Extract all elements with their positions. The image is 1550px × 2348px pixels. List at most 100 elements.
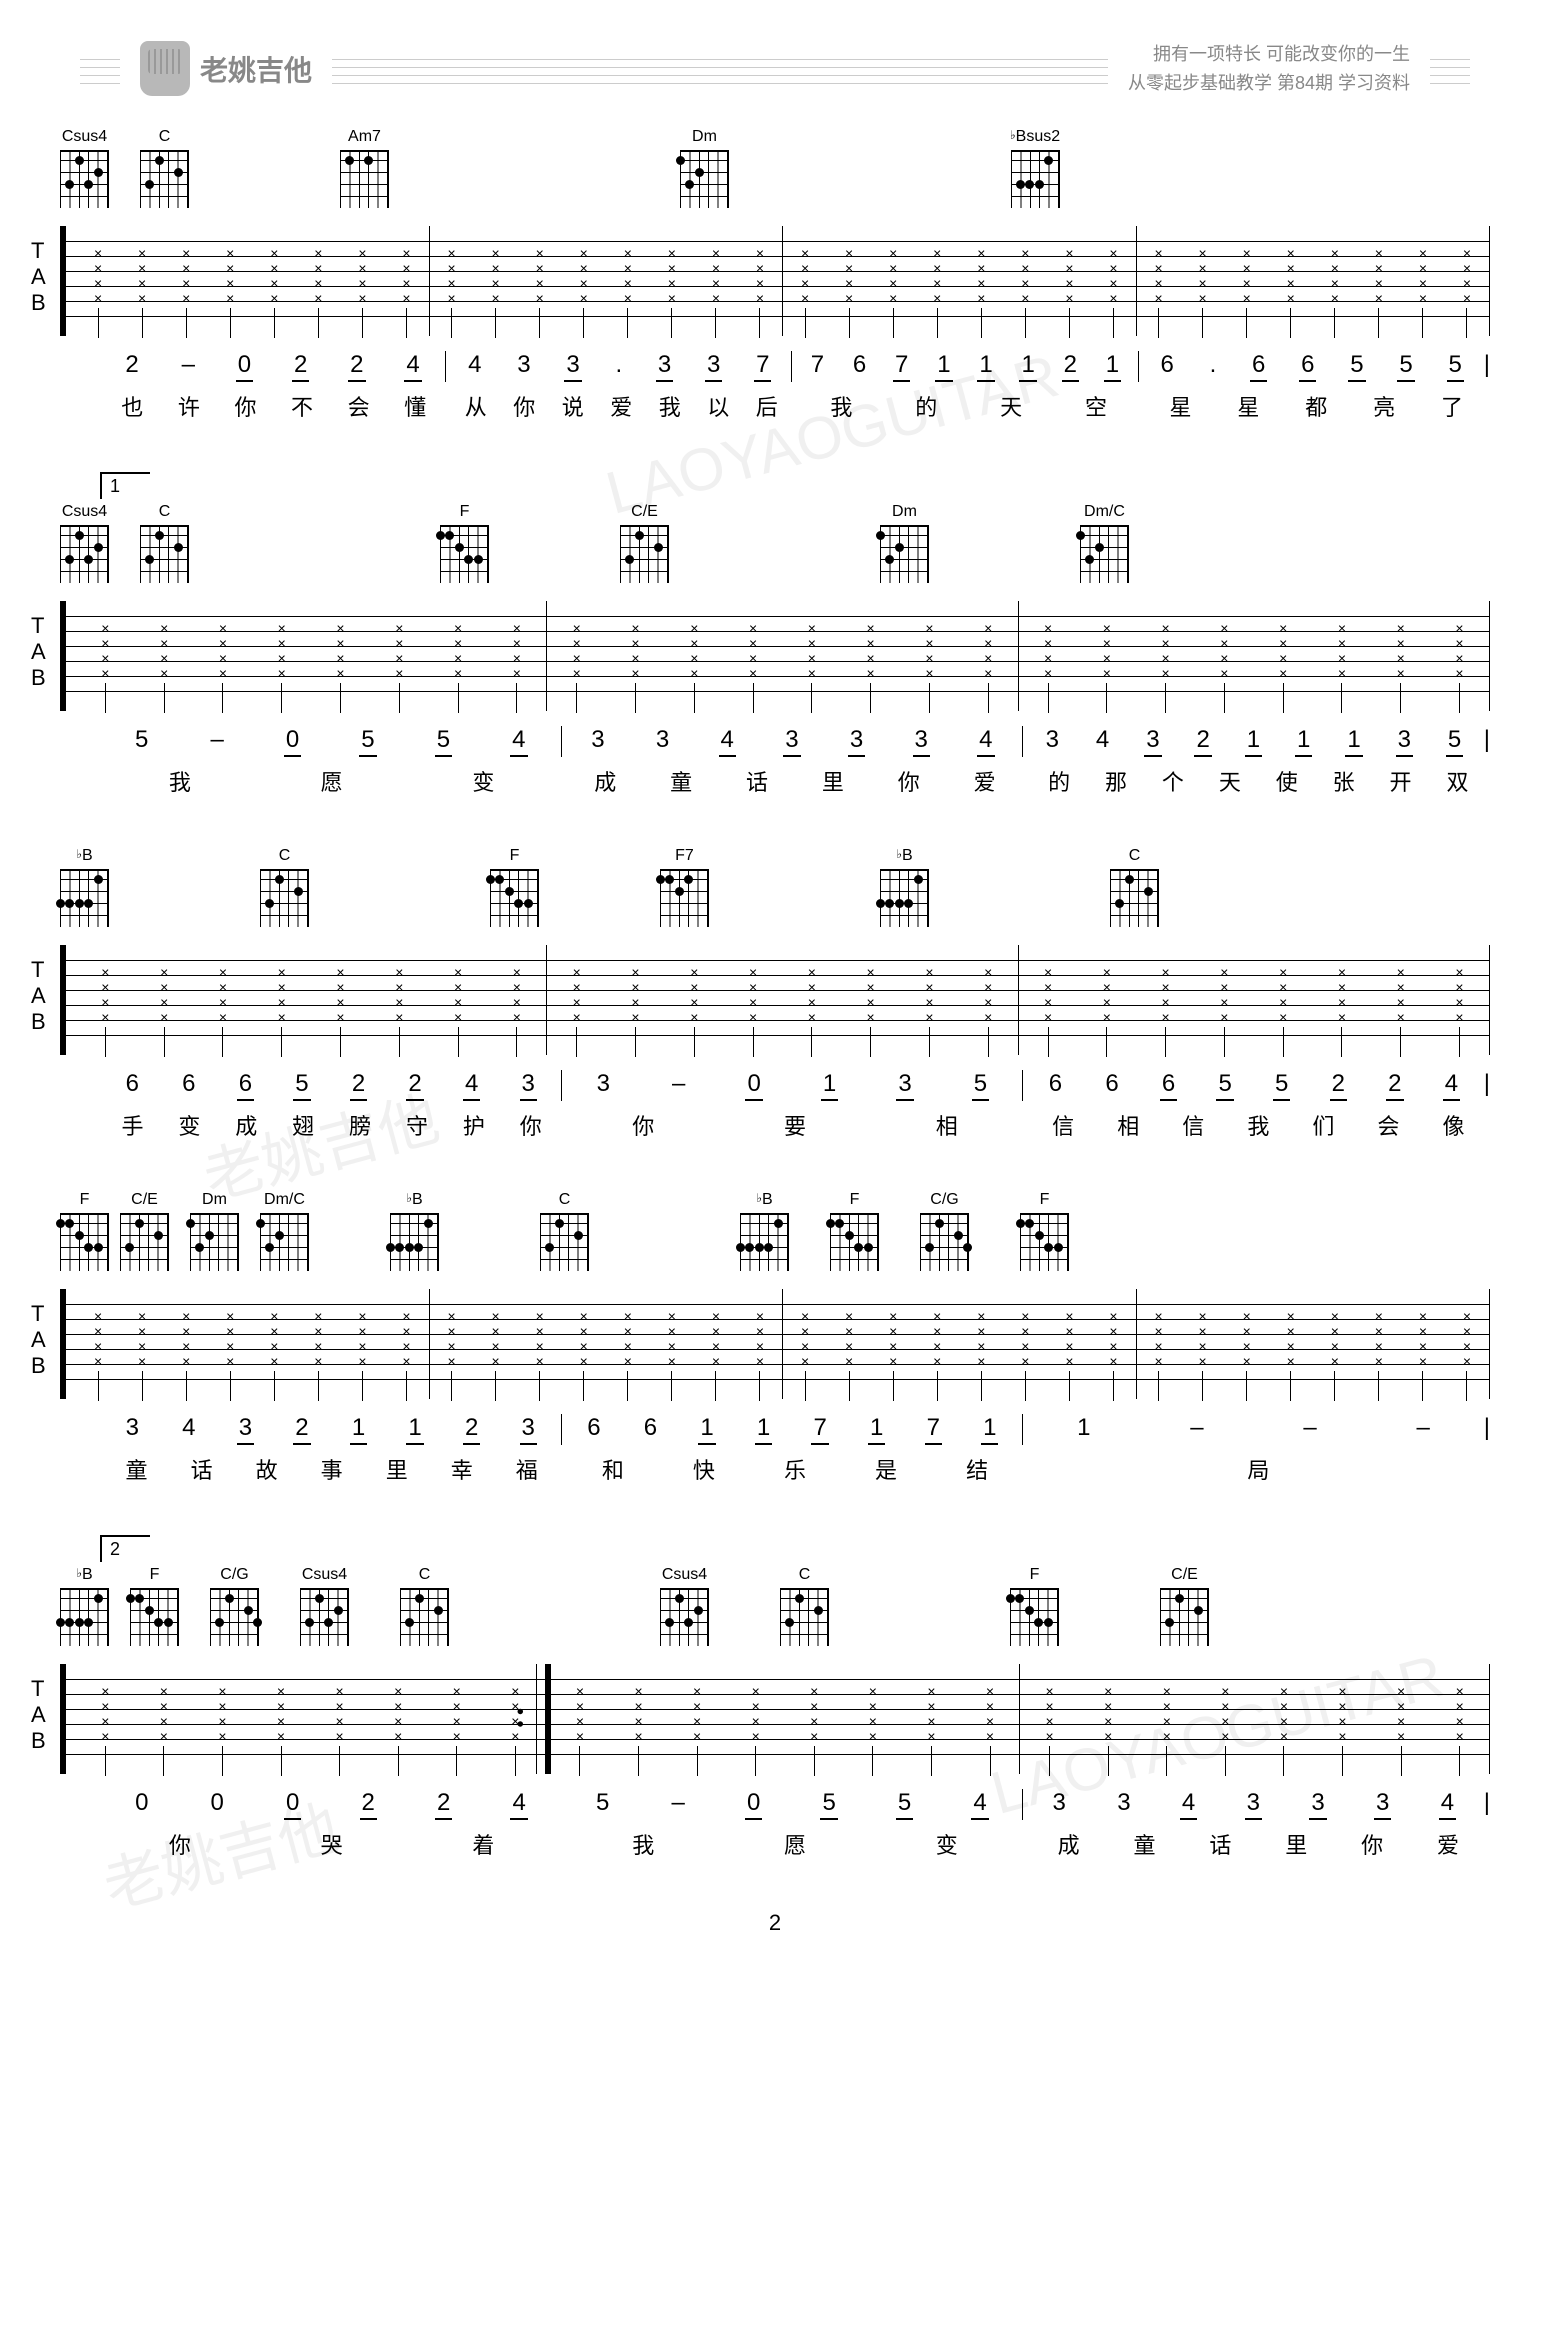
lyric-char: 我 [1245,1109,1271,1141]
jianpu-note: 1 [935,351,952,382]
lyric-char: 话 [744,765,770,797]
jianpu-note: 3 [515,351,532,382]
fretboard-icon [1011,150,1060,208]
fretboard-icon [190,1213,239,1271]
jianpu-note: 6 [1160,1070,1177,1101]
jianpu-note: 3 [1115,1789,1132,1820]
lyric-char: 童 [1131,1828,1157,1860]
tab-staff: TAB×××××××××××××××××××××××××××××××××××××… [60,1289,1490,1399]
chord-name: C [279,847,291,865]
jianpu-note: 2 [360,1789,377,1820]
jianpu-note: 3 [124,1414,141,1445]
lyric-char: 星 [1167,390,1193,422]
jianpu-note: 2 [350,1070,367,1101]
lyric-char: 我 [828,390,854,422]
lyric-char: 开 [1388,765,1414,797]
chord-diagram: F [830,1191,879,1271]
lyric-row: 你哭着我愿变成童话里你爱 [60,1828,1490,1860]
jianpu-note: . [613,351,624,382]
chord-diagram: Am7 [340,128,389,208]
chord-name: Dm/C [1084,503,1125,521]
lyric-char: 爱 [1435,1828,1461,1860]
chord-name: C/G [220,1566,248,1584]
jianpu-note: 1 [755,1414,772,1445]
jianpu-note: 3 [520,1070,537,1101]
lyric-char: 相 [1115,1109,1141,1141]
chord-diagram: C [540,1191,589,1271]
chord-name: ♭Bsus2 [1010,128,1060,146]
jianpu-note: 3 [913,726,930,757]
chord-row: FC/EDmDm/C♭BC♭BFC/GF [60,1191,1490,1281]
chord-name: Dm [892,503,917,521]
chord-name: C/E [1171,1566,1198,1584]
jianpu-note: 5 [133,726,150,757]
jianpu-note: 6 [180,1070,197,1101]
jianpu-note: 0 [745,1789,762,1820]
jianpu-note: 0 [133,1789,150,1820]
jianpu-note: 1 [698,1414,715,1445]
lyric-char: 变 [176,1109,202,1141]
jianpu-note: 3 [1245,1789,1262,1820]
chord-diagram: C [140,503,189,583]
jianpu-note: 5 [435,726,452,757]
jianpu-note: 1 [821,1070,838,1101]
chord-diagram: F [1010,1566,1059,1646]
jianpu-note: 1 [1075,1414,1092,1442]
chord-diagram: F [130,1566,179,1646]
chord-name: ♭B [76,847,92,865]
chord-diagram: C [780,1566,829,1646]
lyric-char: 膀 [347,1109,373,1141]
tab-staff: TAB×××××××××××××××××××××××××××××××××××××… [60,226,1490,336]
jianpu-note: 7 [811,1414,828,1445]
lyric-char: 你 [511,390,537,422]
jianpu-note: 2 [1062,351,1079,382]
jianpu-note: 6 [1103,1070,1120,1101]
jianpu-note: 3 [848,726,865,757]
jianpu-note: 4 [1180,1789,1197,1820]
jianpu-note: 3 [705,351,722,382]
chord-name: Csus4 [662,1566,707,1584]
jianpu-note: 5 [1273,1070,1290,1101]
fretboard-icon [390,1213,439,1271]
music-system: Csus4CAm7Dm♭Bsus2TAB××××××××××××××××××××… [60,128,1490,422]
chord-name: C [419,1566,431,1584]
lyric-char: 愿 [782,1828,808,1860]
fretboard-icon [830,1213,879,1271]
fretboard-icon [880,525,929,583]
lyric-char: 哭 [319,1828,345,1860]
chord-name: Csus4 [62,503,107,521]
tagline-2: 从零起步基础教学 第84期 学习资料 [1128,69,1410,98]
chord-diagram: C/E [1160,1566,1209,1646]
jianpu-note: 5 [1447,351,1464,382]
lyric-char: 你 [232,390,258,422]
jianpu-note: 4 [971,1789,988,1820]
lyric-char: 信 [1180,1109,1206,1141]
lyric-char: 后 [754,390,780,422]
brand-logo: 老姚吉他 [140,41,312,96]
chord-row: Csus4CFC/EDmDm/C [60,503,1490,593]
jianpu-note: 4 [404,351,421,382]
lyric-char: 个 [1160,765,1186,797]
chord-name: C [159,128,171,146]
chord-diagram: C/E [120,1191,169,1271]
jianpu-note: 5 [1216,1070,1233,1101]
jianpu-note: 7 [809,351,826,382]
fretboard-icon [260,1213,309,1271]
chord-diagram: F [490,847,539,927]
chord-diagram: Csus4 [300,1566,349,1646]
chord-name: C/G [930,1191,958,1209]
lyric-char: 空 [1083,390,1109,422]
lyric-char: 懂 [402,390,428,422]
lyric-char: 愿 [319,765,345,797]
lyric-char: 手 [119,1109,145,1141]
lyric-char: 会 [346,390,372,422]
lyric-char: 你 [1359,1828,1385,1860]
fretboard-icon [620,525,669,583]
jianpu-note: 2 [293,1414,310,1445]
tagline-1: 拥有一项特长 可能改变你的一生 [1128,40,1410,69]
chord-name: Am7 [348,128,381,146]
chord-name: F [1040,1191,1050,1209]
lyric-char: 天 [998,390,1024,422]
chord-name: Csus4 [62,128,107,146]
jianpu-note: 5 [820,1789,837,1820]
